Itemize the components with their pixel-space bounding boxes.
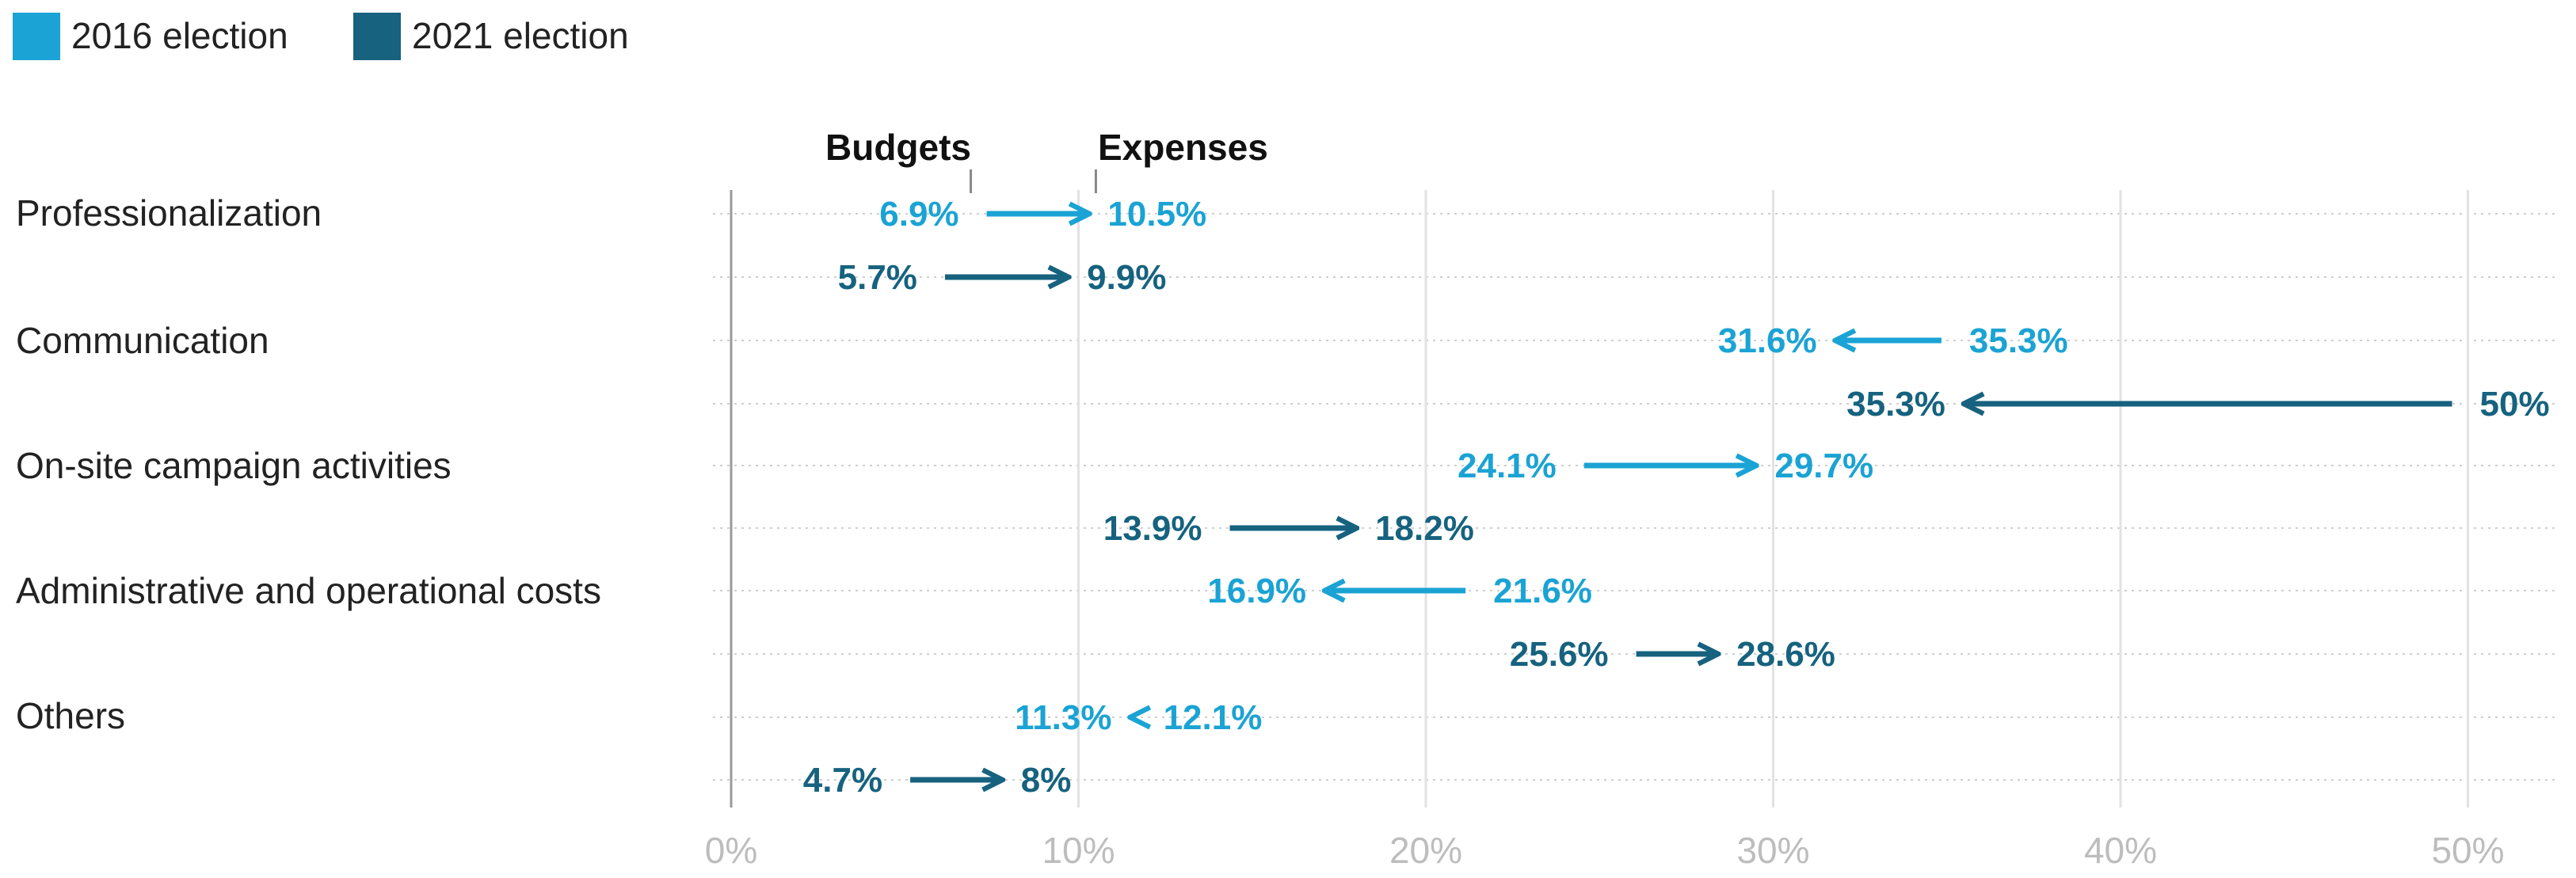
arrow-group: 21.6% 16.9% — [1207, 572, 1592, 610]
legend-swatch-2016 — [13, 13, 60, 60]
arrow-group: 35.3% 31.6% — [1718, 321, 2068, 360]
budget-value-label: 50% — [2480, 385, 2550, 424]
legend-label-2021: 2021 election — [412, 15, 629, 56]
category-label: Communication — [16, 320, 269, 361]
budget-value-label: 6.9% — [879, 195, 958, 234]
arrow-group: 24.1% 29.7% — [1458, 447, 1873, 485]
arrow-group: 50% 35.3% — [1846, 385, 2549, 424]
x-tick-label: 40% — [2084, 830, 2157, 871]
budget-value-label: 4.7% — [803, 761, 882, 800]
arrow-group: 4.7% 8% — [803, 761, 1072, 800]
legend: 2016 election 2021 election — [13, 13, 629, 60]
budget-value-label: 5.7% — [838, 258, 917, 297]
legend-item-2016: 2016 election — [13, 13, 288, 60]
budget-value-label: 21.6% — [1493, 572, 1592, 610]
x-tick-label: 20% — [1389, 830, 1462, 871]
arrow-group: 5.7% 9.9% — [838, 258, 1167, 297]
x-tick-label: 10% — [1042, 830, 1115, 871]
legend-label-2016: 2016 election — [71, 15, 288, 56]
arrow-group: 12.1% 11.3% — [1015, 698, 1262, 737]
legend-item-2021: 2021 election — [353, 13, 629, 60]
budget-value-label: 12.1% — [1164, 698, 1263, 737]
expense-value-label: 31.6% — [1718, 321, 1817, 360]
expense-value-label: 29.7% — [1774, 447, 1873, 485]
expense-value-label: 35.3% — [1846, 385, 1945, 424]
expense-value-label: 16.9% — [1207, 572, 1306, 610]
category-label: Professionalization — [16, 192, 322, 234]
category-label: Others — [16, 695, 125, 736]
grid — [713, 190, 2559, 808]
expense-value-label: 11.3% — [1015, 698, 1111, 737]
expense-value-label: 18.2% — [1375, 509, 1474, 548]
expense-value-label: 28.6% — [1736, 635, 1835, 674]
category-label: On-site campaign activities — [16, 445, 452, 486]
budget-value-label: 13.9% — [1103, 509, 1202, 548]
arrow-group: 13.9% 18.2% — [1103, 509, 1474, 548]
arrows: 6.9% 10.5% 5.7% 9.9% 35.3% 31.6% 50% 35.3% 24.1%… — [803, 195, 2550, 800]
arrow-group: 6.9% 10.5% — [879, 195, 1206, 234]
category-labels: Professionalization Communication On-sit… — [16, 192, 601, 736]
column-annotations: Budgets Expenses — [825, 127, 1268, 193]
x-tick-label: 50% — [2431, 830, 2504, 871]
budgets-annotation: Budgets — [825, 127, 971, 168]
budget-value-label: 24.1% — [1458, 447, 1557, 485]
budget-value-label: 25.6% — [1510, 635, 1609, 674]
expenses-annotation: Expenses — [1098, 127, 1268, 168]
expense-value-label: 9.9% — [1087, 258, 1166, 297]
legend-swatch-2021 — [353, 13, 401, 60]
arrow-group: 25.6% 28.6% — [1510, 635, 1835, 674]
x-tick-label: 0% — [705, 830, 757, 871]
expense-value-label: 8% — [1021, 761, 1072, 800]
budget-value-label: 35.3% — [1969, 321, 2068, 360]
x-axis: 0% 10% 20% 30% 40% 50% — [705, 830, 2505, 871]
expense-value-label: 10.5% — [1107, 195, 1206, 234]
category-label: Administrative and operational costs — [16, 570, 601, 611]
x-tick-label: 30% — [1736, 830, 1809, 871]
